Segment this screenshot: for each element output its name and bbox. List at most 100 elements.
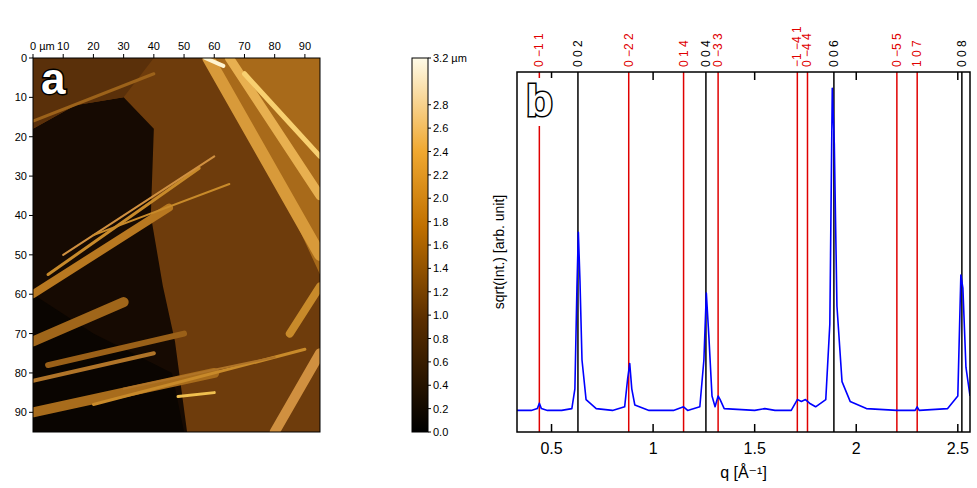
reflection-label: 0 1 4 <box>677 40 691 67</box>
reflection-label: 0 0 2 <box>571 40 585 67</box>
afm-needle <box>93 184 229 235</box>
colorbar-tick-label: 2.6 <box>433 122 448 134</box>
y-tick-label: 70 <box>15 328 27 340</box>
x-tick-label: 70 <box>238 40 250 52</box>
colorbar-tick-label: 3.2 µm <box>433 52 467 64</box>
colorbar-tick <box>428 221 431 222</box>
afm-needle <box>208 58 320 255</box>
reflection-line <box>807 72 809 432</box>
colorbar-tick-label: 0.4 <box>433 379 448 391</box>
colorbar-tick <box>428 432 431 433</box>
reflection-label: 0 0 8 <box>955 40 969 67</box>
afm-needle <box>93 349 304 404</box>
colorbar-tick-label: 0.2 <box>433 403 448 415</box>
colorbar-tick-label: 1.4 <box>433 262 448 274</box>
x-tick <box>184 54 185 58</box>
reflection-line <box>705 72 707 432</box>
x-tick-top <box>855 72 857 80</box>
y-tick <box>29 97 33 98</box>
reflection-line <box>916 72 918 432</box>
xrd-curve <box>517 88 970 410</box>
afm-bundle-region <box>208 58 320 275</box>
colorbar-tick-label: 1.0 <box>433 309 448 321</box>
x-tick-label: 30 <box>118 40 130 52</box>
y-tick <box>29 136 33 137</box>
colorbar-tick <box>428 385 431 386</box>
x-tick-label: 0 µm <box>30 40 55 52</box>
plot-area <box>517 72 970 432</box>
y-tick-label: 90 <box>15 406 27 418</box>
y-tick-label: 50 <box>15 249 27 261</box>
figure: 0 µm102030405060708090010203040506070809… <box>0 0 977 488</box>
x-tick <box>652 424 654 432</box>
x-tick <box>274 54 275 58</box>
reflection-label: 1 0 7 <box>910 40 924 67</box>
afm-image <box>33 58 320 432</box>
y-tick-label: 60 <box>15 288 27 300</box>
y-tick-label: 40 <box>15 209 27 221</box>
x-tick-label: 50 <box>178 40 190 52</box>
colorbar-tick <box>428 151 431 152</box>
afm-needle <box>63 156 214 254</box>
colorbar-tick <box>428 408 431 409</box>
x-tick <box>957 424 959 432</box>
x-tick <box>33 54 34 58</box>
x-tick <box>123 54 124 58</box>
colorbar-tick <box>428 338 431 339</box>
afm-needle <box>178 393 214 397</box>
colorbar-tick <box>428 58 431 59</box>
colorbar-tick-label: 0.8 <box>433 333 448 345</box>
colorbar-tick <box>428 361 431 362</box>
reflection-line <box>717 72 719 432</box>
x-tick-label: 1.5 <box>744 440 766 457</box>
colorbar-tick-label: 2.4 <box>433 146 448 158</box>
x-tick-label: 80 <box>269 40 281 52</box>
x-tick <box>244 54 245 58</box>
panel-letter: a <box>41 54 66 103</box>
colorbar-tick-label: 2.0 <box>433 192 448 204</box>
afm-needle <box>48 168 199 274</box>
y-tick <box>29 176 33 177</box>
colorbar-tick <box>428 268 431 269</box>
reflection-label: 0 −4 4 <box>800 33 814 67</box>
colorbar-tick <box>428 291 431 292</box>
y-tick-label: 80 <box>15 367 27 379</box>
afm-needle <box>244 74 320 157</box>
y-tick-label: 30 <box>15 170 27 182</box>
y-tick <box>29 294 33 295</box>
panel-letter: b <box>526 76 553 125</box>
reflection-line <box>896 72 898 432</box>
colorbar-tick <box>428 128 431 129</box>
colorbar-tick <box>428 245 431 246</box>
x-tick <box>855 424 857 432</box>
x-tick <box>93 54 94 58</box>
x-tick-top <box>754 72 756 80</box>
x-tick-top <box>652 72 654 80</box>
colorbar-tick-label: 1.8 <box>433 216 448 228</box>
y-tick-label: 0 <box>21 52 27 64</box>
reflection-line <box>961 72 963 432</box>
colorbar-tick-label: 0.6 <box>433 356 448 368</box>
x-tick-label: 20 <box>87 40 99 52</box>
x-tick-top <box>957 72 959 80</box>
reflection-label: 0 −3 3 <box>711 33 725 67</box>
colorbar-tick-label: 1.2 <box>433 286 448 298</box>
reflection-label: 0 −1 1 <box>532 33 546 67</box>
afm-needle <box>124 357 275 388</box>
afm-background <box>33 58 320 432</box>
reflection-label: 0 −5 5 <box>890 33 904 67</box>
colorbar-tick <box>428 104 431 105</box>
x-tick-label: 2 <box>852 440 861 457</box>
x-tick <box>153 54 154 58</box>
reflection-label: 0 −2 2 <box>622 33 636 67</box>
x-tick-label: 1 <box>649 440 658 457</box>
colorbar-tick-label: 2.8 <box>433 99 448 111</box>
colorbar-tick-label: 0.0 <box>433 426 448 438</box>
x-tick <box>214 54 215 58</box>
plot-frame <box>517 72 970 432</box>
afm-needle <box>33 208 169 295</box>
afm-needle <box>290 286 320 333</box>
colorbar-tick <box>428 315 431 316</box>
afm-needle <box>33 302 124 341</box>
y-tick <box>29 412 33 413</box>
